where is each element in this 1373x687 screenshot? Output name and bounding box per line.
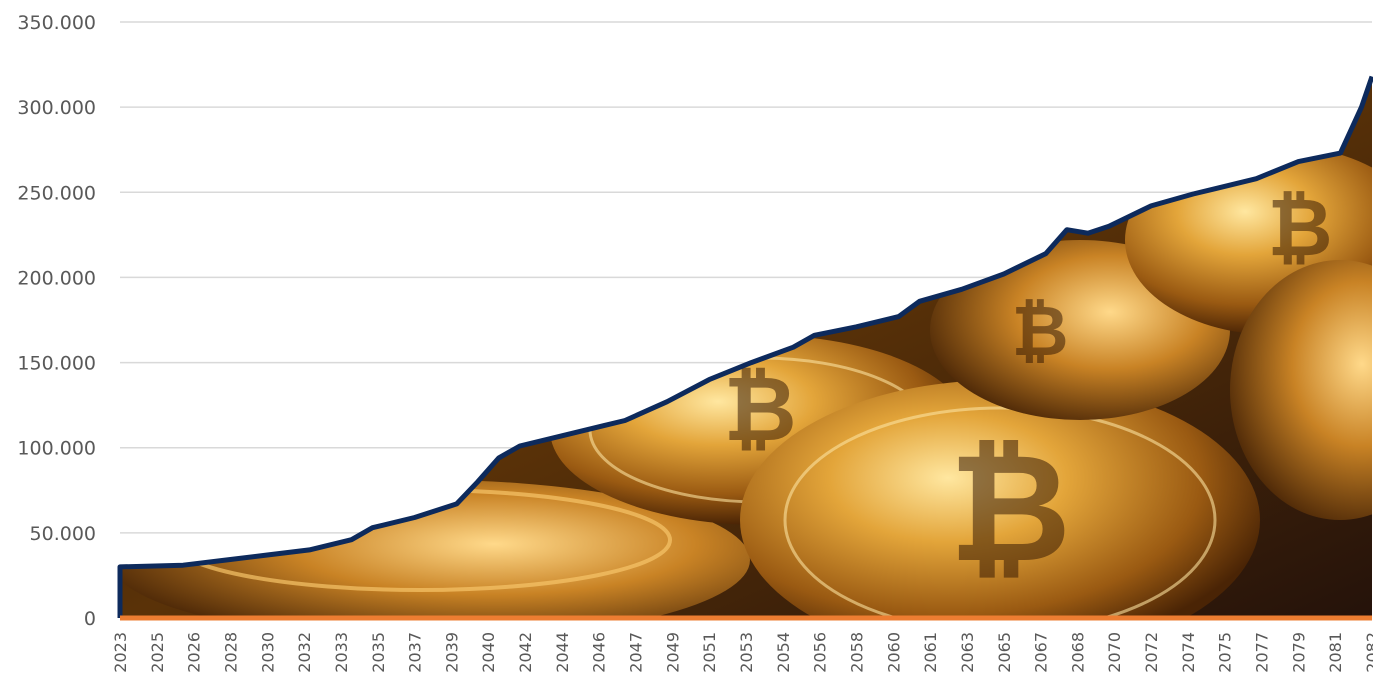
x-tick-label: 2074 (1179, 632, 1198, 673)
x-tick-label: 2081 (1326, 632, 1345, 673)
x-tick-label: 2025 (148, 632, 167, 673)
x-tick-label: 2082 (1363, 632, 1373, 673)
y-tick-label: 300.000 (17, 97, 96, 119)
x-tick-label: 2067 (1032, 632, 1051, 673)
x-tick-label: 2061 (921, 632, 940, 673)
x-tick-label: 2051 (700, 632, 719, 673)
x-tick-label: 2023 (111, 632, 130, 673)
y-tick-label: 250.000 (17, 182, 96, 204)
x-tick-label: 2070 (1105, 632, 1124, 673)
x-tick-label: 2054 (774, 632, 793, 673)
x-tick-label: 2077 (1253, 632, 1272, 673)
y-tick-label: 150.000 (17, 353, 96, 375)
x-tick-label: 2042 (516, 632, 535, 673)
x-tick-label: 2063 (958, 632, 977, 673)
y-axis: 0 50.000 100.000 150.000 200.000 250.000 300.0… (17, 12, 96, 630)
x-tick-label: 2079 (1289, 632, 1308, 673)
x-axis: 2023 2025 2026 2028 2030 2032 2033 2035 2037 2039… (111, 632, 1373, 673)
x-tick-label: 2035 (369, 632, 388, 673)
x-tick-label: 2044 (553, 632, 572, 673)
x-tick-label: 2028 (222, 632, 241, 673)
area-image-fill: ₿ ₿ ₿ ₿ (120, 76, 1372, 618)
x-tick-label: 2033 (332, 632, 351, 673)
svg-text:₿: ₿ (1267, 181, 1332, 274)
x-tick-label: 2037 (406, 632, 425, 673)
svg-text:₿: ₿ (949, 422, 1071, 596)
x-tick-label: 2058 (848, 632, 867, 673)
x-tick-label: 2046 (590, 632, 609, 673)
x-tick-label: 2047 (627, 632, 646, 673)
x-tick-label: 2030 (258, 632, 277, 673)
svg-text:₿: ₿ (1011, 290, 1068, 372)
y-tick-label: 0 (84, 608, 96, 630)
x-tick-label: 2075 (1216, 632, 1235, 673)
x-tick-label: 2056 (811, 632, 830, 673)
y-tick-label: 200.000 (17, 267, 96, 289)
x-tick-label: 2040 (479, 632, 498, 673)
bitcoin-icon: ₿ ₿ ₿ ₿ (723, 181, 1332, 596)
x-tick-label: 2049 (663, 632, 682, 673)
x-tick-label: 2060 (884, 632, 903, 673)
x-tick-label: 2072 (1142, 632, 1161, 673)
svg-text:₿: ₿ (723, 357, 796, 462)
x-tick-label: 2026 (185, 632, 204, 673)
y-tick-label: 100.000 (17, 438, 96, 460)
x-tick-label: 2039 (442, 632, 461, 673)
x-tick-label: 2053 (737, 632, 756, 673)
x-tick-label: 2032 (295, 632, 314, 673)
y-tick-label: 50.000 (30, 523, 96, 545)
x-tick-label: 2065 (995, 632, 1014, 673)
series-line (117, 75, 1373, 618)
x-tick-label: 2068 (1068, 632, 1087, 673)
y-tick-label: 350.000 (17, 12, 96, 34)
